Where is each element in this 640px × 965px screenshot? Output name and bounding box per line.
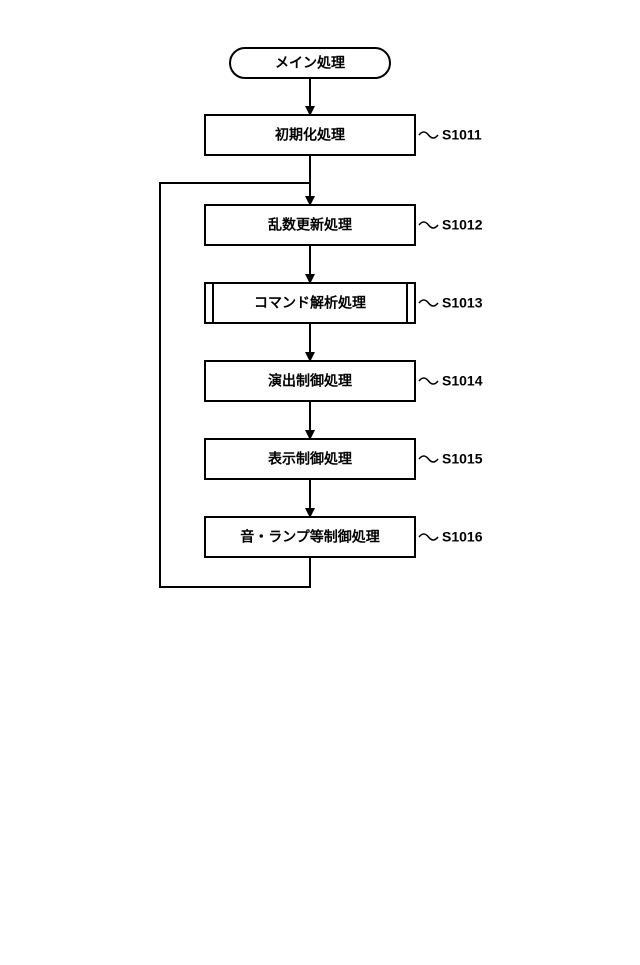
flowchart-svg: メイン処理初期化処理 S1011 乱数更新処理 S1012 コマンド解析処理 S1013 演… bbox=[0, 0, 640, 965]
step-ref-s3: S1013 bbox=[442, 295, 483, 311]
ref-connector-s6 bbox=[419, 534, 438, 540]
step-ref-s5: S1015 bbox=[442, 451, 483, 467]
ref-connector-s5 bbox=[419, 456, 438, 462]
terminator-label: メイン処理 bbox=[275, 55, 345, 71]
step-label-s4: 演出制御処理 bbox=[268, 373, 352, 389]
step-ref-s4: S1014 bbox=[442, 373, 483, 389]
step-label-s5: 表示制御処理 bbox=[267, 451, 352, 467]
step-label-s2: 乱数更新処理 bbox=[268, 217, 352, 233]
ref-connector-s3 bbox=[419, 300, 438, 306]
step-ref-s6: S1016 bbox=[442, 529, 483, 545]
ref-connector-s4 bbox=[419, 378, 438, 384]
step-ref-s1: S1011 bbox=[442, 127, 482, 143]
step-label-s6: 音・ランプ等制御処理 bbox=[240, 529, 380, 545]
step-label-s1: 初期化処理 bbox=[275, 127, 345, 143]
step-label-s3: コマンド解析処理 bbox=[254, 295, 366, 311]
step-ref-s2: S1012 bbox=[442, 217, 483, 233]
ref-connector-s1 bbox=[419, 132, 438, 138]
ref-connector-s2 bbox=[419, 222, 438, 228]
